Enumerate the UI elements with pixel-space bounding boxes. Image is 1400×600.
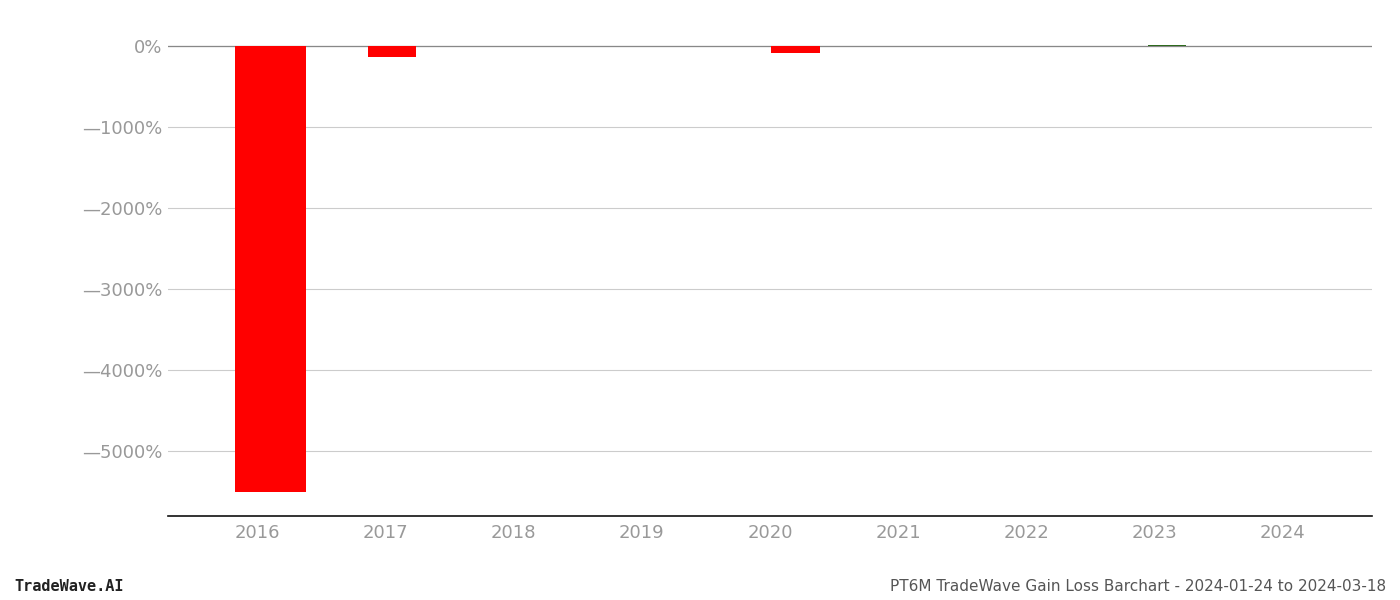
Text: PT6M TradeWave Gain Loss Barchart - 2024-01-24 to 2024-03-18: PT6M TradeWave Gain Loss Barchart - 2024… bbox=[890, 579, 1386, 594]
Bar bbox=[368, 46, 416, 57]
Text: TradeWave.AI: TradeWave.AI bbox=[14, 579, 123, 594]
Bar bbox=[235, 46, 305, 491]
Bar bbox=[771, 46, 820, 53]
